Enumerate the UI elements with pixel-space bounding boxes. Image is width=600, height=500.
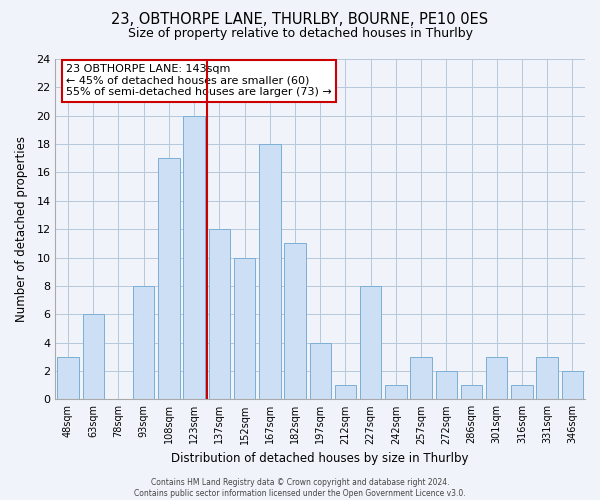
Text: 23, OBTHORPE LANE, THURLBY, BOURNE, PE10 0ES: 23, OBTHORPE LANE, THURLBY, BOURNE, PE10…: [112, 12, 488, 28]
Bar: [284, 244, 306, 400]
Bar: [158, 158, 179, 400]
Bar: [184, 116, 205, 400]
Bar: [335, 385, 356, 400]
Bar: [234, 258, 255, 400]
Bar: [133, 286, 154, 400]
X-axis label: Distribution of detached houses by size in Thurlby: Distribution of detached houses by size …: [172, 452, 469, 465]
Bar: [461, 385, 482, 400]
Bar: [385, 385, 407, 400]
Bar: [436, 371, 457, 400]
Bar: [259, 144, 281, 400]
Bar: [511, 385, 533, 400]
Bar: [209, 229, 230, 400]
Bar: [410, 357, 432, 400]
Y-axis label: Number of detached properties: Number of detached properties: [15, 136, 28, 322]
Bar: [58, 357, 79, 400]
Bar: [562, 371, 583, 400]
Bar: [310, 342, 331, 400]
Bar: [83, 314, 104, 400]
Bar: [536, 357, 558, 400]
Text: Contains HM Land Registry data © Crown copyright and database right 2024.
Contai: Contains HM Land Registry data © Crown c…: [134, 478, 466, 498]
Bar: [360, 286, 382, 400]
Text: 23 OBTHORPE LANE: 143sqm
← 45% of detached houses are smaller (60)
55% of semi-d: 23 OBTHORPE LANE: 143sqm ← 45% of detach…: [66, 64, 332, 98]
Bar: [486, 357, 508, 400]
Text: Size of property relative to detached houses in Thurlby: Size of property relative to detached ho…: [128, 28, 473, 40]
